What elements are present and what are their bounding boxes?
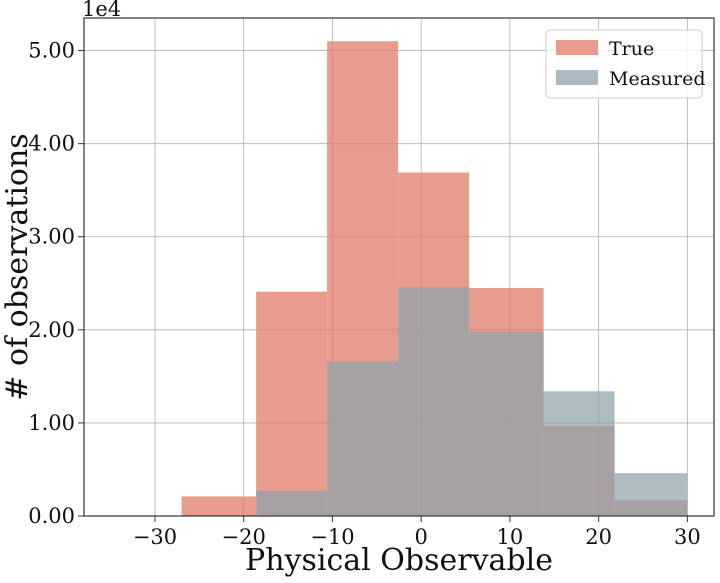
bar-measured-3 xyxy=(398,287,470,516)
bar-true-0 xyxy=(181,496,257,516)
y-tick-label: 1.00 xyxy=(28,411,75,435)
x-tick-label: −20 xyxy=(222,525,266,549)
legend-label-measured: Measured xyxy=(609,68,706,90)
bar-measured-2 xyxy=(327,361,399,516)
x-tick-label: −10 xyxy=(310,525,354,549)
bar-true-1 xyxy=(256,291,328,516)
y-tick-label: 2.00 xyxy=(28,318,75,342)
legend-swatch-measured xyxy=(556,70,598,85)
legend: True Measured xyxy=(545,29,706,99)
x-tick-label: 10 xyxy=(497,525,524,549)
y-scale-label: 1e4 xyxy=(82,0,121,21)
legend-swatch-true xyxy=(556,40,598,55)
x-tick-label: 0 xyxy=(414,525,427,549)
y-tick-label: 3.00 xyxy=(28,225,75,249)
bar-measured-5 xyxy=(543,391,615,516)
y-tick-label: 0.00 xyxy=(28,504,75,528)
legend-label-true: True xyxy=(609,38,654,60)
x-axis-title: Physical Observable xyxy=(245,543,553,578)
y-tick-label: 5.00 xyxy=(28,39,75,63)
x-tick-label: 30 xyxy=(674,525,701,549)
bar-measured-4 xyxy=(469,331,544,516)
bar-measured-6 xyxy=(614,473,688,516)
y-tick-label: 4.00 xyxy=(28,132,75,156)
bar-measured-1 xyxy=(256,490,328,516)
ticks: −30 −20 −10 0 10 20 30 0.00 1.00 2.00 3.00 4.00 5.00 xyxy=(28,39,701,549)
y-axis-title: # of observations xyxy=(0,133,35,400)
bars xyxy=(181,41,688,516)
plot-frame xyxy=(83,17,715,517)
x-tick-label: 20 xyxy=(585,525,612,549)
x-tick-label: −30 xyxy=(133,525,177,549)
